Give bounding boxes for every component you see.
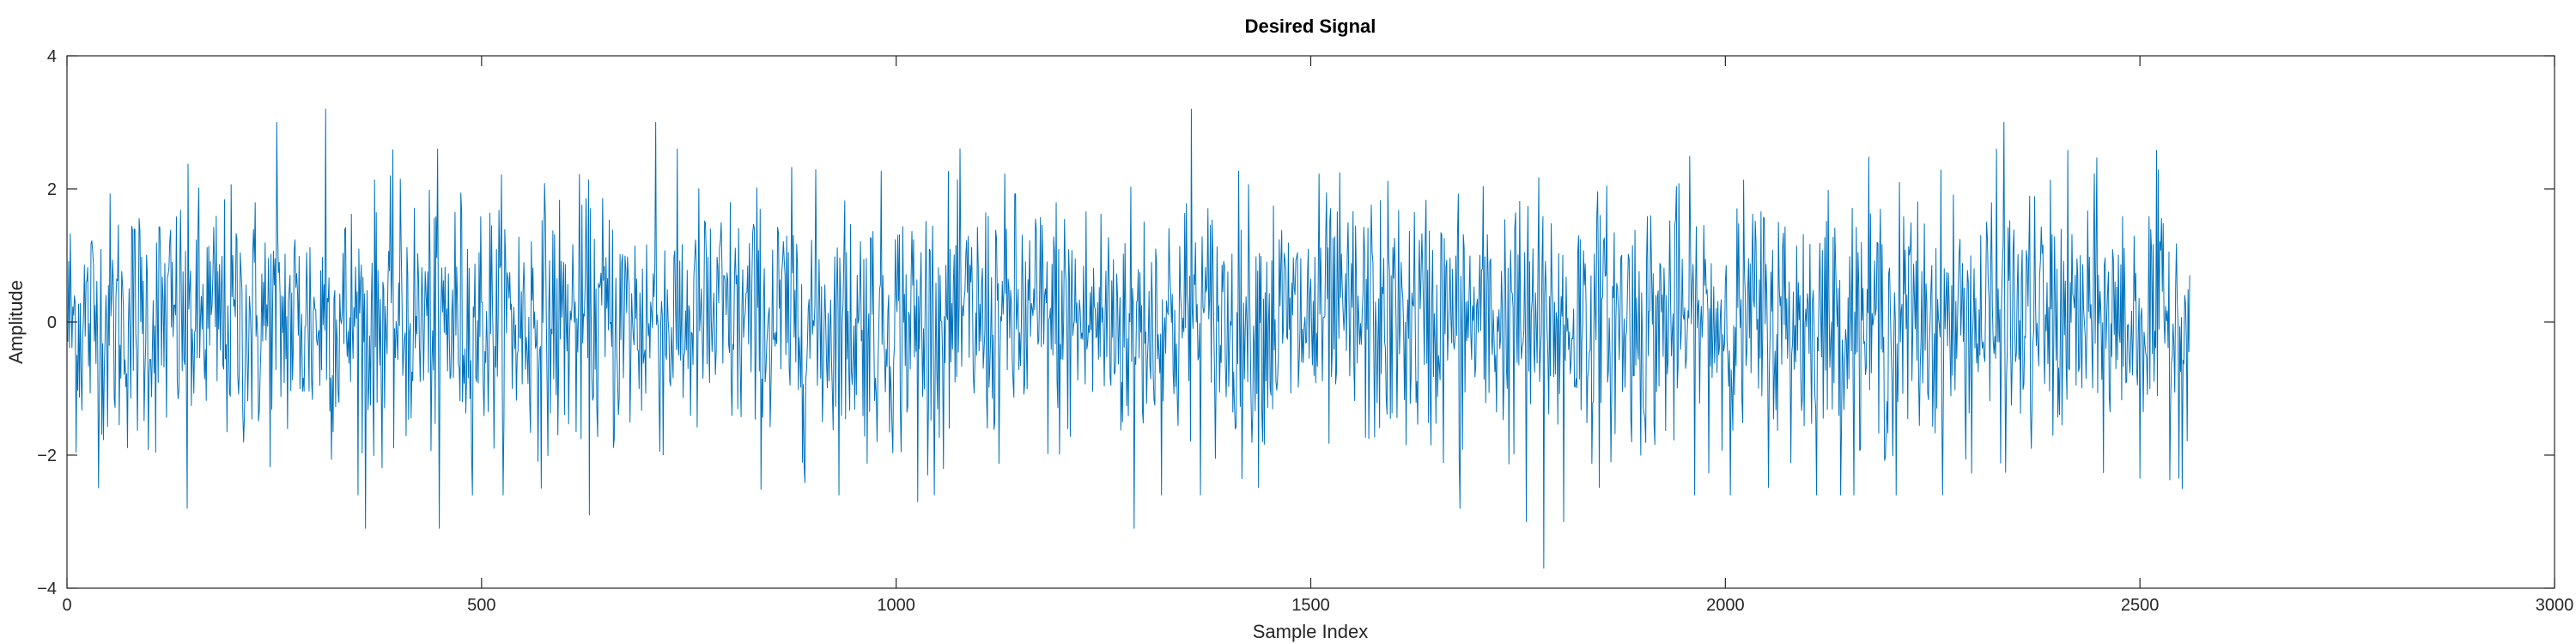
chart-title: Desired Signal bbox=[1245, 15, 1376, 37]
y-tick-label: −2 bbox=[37, 447, 57, 465]
signal-trace-group bbox=[67, 108, 2190, 569]
y-tick-label: 0 bbox=[47, 313, 57, 332]
y-tick-label: 4 bbox=[47, 47, 57, 66]
y-axis: −4 −2 0 2 4 bbox=[37, 47, 2555, 598]
x-tick-label: 1500 bbox=[1291, 596, 1330, 615]
x-tick-label: 2000 bbox=[1706, 596, 1745, 615]
x-axis-label: Sample Index bbox=[1253, 621, 1369, 642]
x-tick-label: 1000 bbox=[877, 596, 915, 615]
y-tick-label: −4 bbox=[37, 580, 57, 598]
x-tick-label: 2500 bbox=[2121, 596, 2160, 615]
x-tick-label: 500 bbox=[467, 596, 495, 615]
x-tick-label: 0 bbox=[62, 596, 71, 615]
plot-area bbox=[67, 56, 2555, 588]
y-tick-label: 2 bbox=[47, 180, 57, 199]
signal-series-line bbox=[67, 108, 2190, 569]
x-tick-label: 3000 bbox=[2536, 596, 2574, 615]
y-axis-label: Amplitude bbox=[5, 280, 27, 364]
x-axis: 0 500 1000 1500 2000 2500 3000 bbox=[62, 56, 2573, 615]
